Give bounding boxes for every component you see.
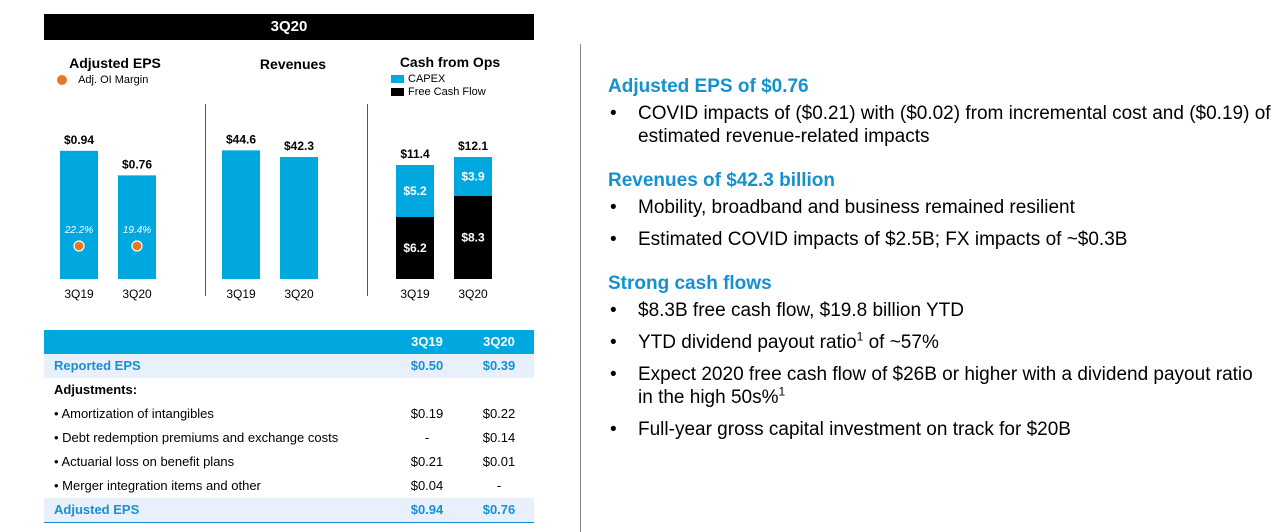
eps-summary-title: Adjusted EPS of $0.76 (608, 76, 809, 97)
margin-label: 19.4% (123, 225, 151, 236)
table-cell-3q19: $0.04 (410, 478, 444, 493)
cash-bullet: $8.3B free cash flow, $19.8 billion YTD (608, 299, 1272, 322)
table-row: Adjustments: (44, 378, 534, 402)
table-cell-3q20: $0.22 (482, 406, 516, 421)
chart-divider-1 (205, 104, 206, 296)
cash-summary: Strong cash flows $8.3B free cash flow, … (608, 273, 1272, 441)
bar (60, 150, 98, 279)
fcf-swatch-icon (391, 88, 404, 97)
table-cell-3q19: $0.19 (410, 406, 444, 421)
table-row: Reported EPS $0.50 $0.39 (44, 354, 534, 378)
margin-point (73, 240, 85, 252)
table-cell-3q19: - (424, 430, 430, 445)
table-cell-3q20: - (496, 478, 502, 493)
revenues-bar-chart: $44.6 3Q19 $42.3 3Q20 (222, 132, 318, 301)
eps-legend-label: Adj. OI Margin (78, 74, 149, 86)
x-tick-label: 3Q19 (64, 287, 94, 301)
bar-total-label: $12.1 (458, 139, 488, 153)
revenues-summary-title: Revenues of $42.3 billion (608, 170, 836, 191)
legend-capex: CAPEX (391, 73, 486, 86)
table-cell-3q20: $0.14 (482, 430, 516, 445)
table-header-3q20: 3Q20 (483, 334, 515, 349)
segment-value-label: $6.2 (403, 241, 427, 255)
bar-value-label: $0.76 (122, 157, 152, 171)
table-cell-3q19: $0.21 (410, 454, 444, 469)
segment-value-label: $3.9 (461, 170, 485, 184)
table-bottom-rule (44, 522, 534, 523)
chart-divider-2 (367, 104, 368, 296)
eps-legend: Adj. OI Margin (57, 74, 148, 86)
stacked-segment (454, 157, 492, 196)
segment-value-label: $8.3 (461, 231, 485, 245)
bar (118, 175, 156, 279)
revenues-bullet: Estimated COVID impacts of $2.5B; FX imp… (608, 228, 1272, 251)
cash-summary-title: Strong cash flows (608, 273, 772, 294)
cash-bar-chart: $6.2 $5.2 $11.4 3Q19 $8.3 $3.9 $12.1 3Q20 (396, 139, 492, 301)
x-tick-label: 3Q20 (458, 287, 488, 301)
revenues-summary: Revenues of $42.3 billion Mobility, broa… (608, 170, 1272, 251)
legend-fcf: Free Cash Flow (391, 86, 486, 99)
table-cell-3q20: $0.76 (482, 502, 516, 517)
period-header: 3Q20 (44, 14, 534, 40)
cash-legend: CAPEX Free Cash Flow (391, 73, 486, 99)
eps-summary: Adjusted EPS of $0.76 COVID impacts of (… (608, 76, 1272, 148)
bar-value-label: $42.3 (284, 139, 314, 153)
table-cell-3q20: $0.39 (482, 358, 516, 373)
stacked-segment (396, 217, 434, 279)
bar-total-label: $11.4 (400, 147, 430, 161)
table-header-3q19: 3Q19 (411, 334, 443, 349)
capex-swatch-icon (391, 75, 404, 84)
eps-chart-title: Adjusted EPS (69, 55, 161, 71)
eps-bar-chart: $0.94 3Q19 22.2% $0.76 3Q20 19.4% (60, 133, 156, 301)
table-row: • Debt redemption premiums and exchange … (44, 426, 534, 450)
x-tick-label: 3Q20 (284, 287, 314, 301)
margin-dot-icon (57, 75, 67, 86)
table-cell-3q20: $0.01 (482, 454, 516, 469)
table-row-label: • Merger integration items and other (54, 478, 261, 493)
x-tick-label: 3Q19 (226, 287, 256, 301)
cash-bullet: Full-year gross capital investment on tr… (608, 418, 1272, 441)
x-tick-label: 3Q20 (122, 287, 152, 301)
table-row-label: • Amortization of intangibles (54, 406, 214, 421)
eps-bullet: COVID impacts of ($0.21) with ($0.02) fr… (608, 102, 1272, 148)
table-row-label: • Debt redemption premiums and exchange … (54, 430, 339, 445)
segment-value-label: $5.2 (403, 184, 427, 198)
stacked-segment (396, 165, 434, 217)
stacked-segment (454, 196, 492, 279)
revenues-chart-title: Revenues (259, 56, 327, 72)
bar-value-label: $44.6 (226, 132, 256, 146)
margin-point (131, 240, 143, 252)
cash-bullet: YTD dividend payout ratio1 of ~57% (608, 331, 1272, 354)
panel-divider (580, 44, 581, 532)
revenues-bullet: Mobility, broadband and business remaine… (608, 196, 1272, 219)
table-row: • Actuarial loss on benefit plans $0.21 $0… (44, 450, 534, 474)
table-row-label: Adjustments: (54, 382, 138, 397)
eps-reconciliation-table: 3Q19 3Q20 Reported EPS $0.50 $0.39 Adjustme… (44, 330, 534, 523)
cash-bullet: Expect 2020 free cash flow of $26B or hi… (608, 363, 1272, 409)
margin-label: 22.2% (64, 225, 93, 236)
table-row: Adjusted EPS $0.94 $0.76 (44, 498, 534, 522)
table-cell-3q19: $0.50 (410, 358, 444, 373)
bar (222, 150, 260, 279)
bar (280, 156, 318, 279)
table-header-row: 3Q19 3Q20 (44, 330, 534, 354)
table-row: • Amortization of intangibles $0.19 $0.22 (44, 402, 534, 426)
table-row-label: Adjusted EPS (54, 502, 140, 517)
bar-value-label: $0.94 (64, 133, 94, 147)
table-cell-3q19: $0.94 (410, 502, 444, 517)
summary-panel: Adjusted EPS of $0.76 COVID impacts of (… (608, 76, 1272, 463)
cash-chart-title: Cash from Ops (399, 54, 501, 70)
x-tick-label: 3Q19 (400, 287, 430, 301)
table-row: • Merger integration items and other $0.0… (44, 474, 534, 498)
table-row-label: • Actuarial loss on benefit plans (54, 454, 235, 469)
table-row-label: Reported EPS (54, 358, 141, 373)
